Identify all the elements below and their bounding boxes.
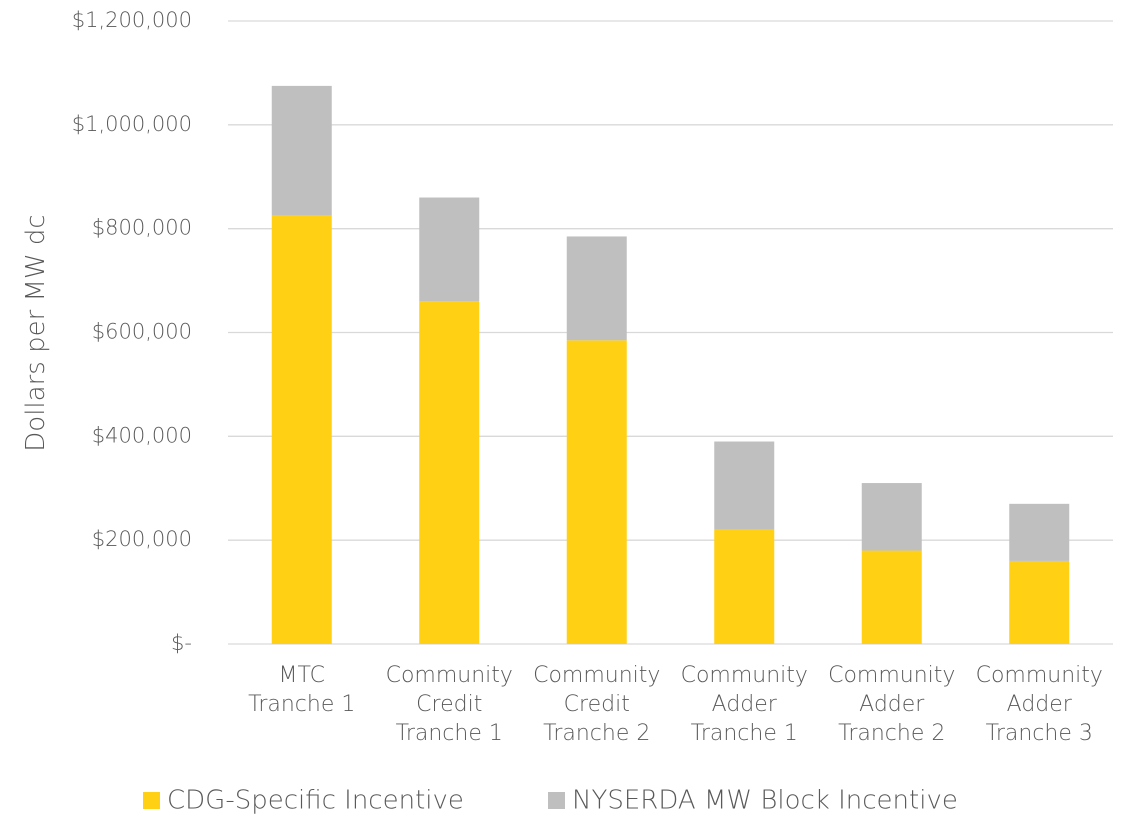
bar-segment bbox=[271, 85, 332, 216]
legend-label: CDG-Specific Incentive bbox=[167, 786, 464, 816]
y-tick-label: $200,000 bbox=[92, 527, 192, 551]
bar-segment bbox=[419, 301, 480, 644]
x-tick-label: Community Adder Tranche 2 bbox=[828, 663, 955, 746]
bar-segment bbox=[714, 441, 775, 530]
x-tick-label-line: Community bbox=[681, 663, 808, 688]
bar-segment bbox=[714, 529, 775, 644]
x-tick-label-line: Tranche 1 bbox=[396, 721, 503, 746]
y-tick-label: $400,000 bbox=[92, 423, 192, 447]
bar-segment bbox=[1009, 560, 1070, 644]
x-tick-label-line: MTC bbox=[279, 663, 326, 688]
x-tick-label-line: Adder bbox=[859, 692, 925, 717]
x-tick-label: MTC Tranche 1 bbox=[248, 663, 355, 717]
legend-label: NYSERDA MW Block Incentive bbox=[572, 786, 958, 816]
bar-segment bbox=[566, 340, 627, 644]
legend-swatch bbox=[548, 792, 565, 809]
x-tick-label-line: Tranche 2 bbox=[838, 721, 945, 746]
y-tick-label: $600,000 bbox=[92, 320, 192, 344]
x-tick-label-line: Adder bbox=[712, 692, 778, 717]
bar-segment bbox=[861, 483, 922, 551]
bar-segment bbox=[419, 197, 480, 302]
x-tick-label-line: Tranche 1 bbox=[248, 692, 355, 717]
x-tick-label-line: Community bbox=[386, 663, 513, 688]
x-tick-label-line: Credit bbox=[416, 692, 482, 717]
x-tick-label: Community Adder Tranche 3 bbox=[976, 663, 1103, 746]
x-tick-label-line: Community bbox=[976, 663, 1103, 688]
x-tick-label-line: Adder bbox=[1007, 692, 1073, 717]
y-axis-label: Dollars per MW dc bbox=[21, 214, 51, 451]
x-tick-label-line: Community bbox=[828, 663, 955, 688]
bar-segment bbox=[271, 215, 332, 644]
x-tick-label: Community Adder Tranche 1 bbox=[681, 663, 808, 746]
legend-swatch bbox=[143, 792, 160, 809]
x-tick-label: Community Credit Tranche 1 bbox=[386, 663, 513, 746]
x-tick-label-line: Community bbox=[533, 663, 660, 688]
x-tick-label-line: Tranche 1 bbox=[691, 721, 798, 746]
y-tick-label: $- bbox=[171, 631, 192, 655]
bar-segment bbox=[1009, 503, 1070, 561]
y-tick-label: $1,200,000 bbox=[72, 8, 192, 32]
y-tick-label: $1,000,000 bbox=[72, 112, 192, 136]
x-tick-label-line: Tranche 3 bbox=[986, 721, 1093, 746]
x-tick-label-line: Credit bbox=[564, 692, 630, 717]
bar-segment bbox=[566, 236, 627, 341]
y-tick-label: $800,000 bbox=[92, 216, 192, 240]
x-tick-label-line: Tranche 2 bbox=[543, 721, 650, 746]
bar-segment bbox=[861, 550, 922, 644]
x-tick-label: Community Credit Tranche 2 bbox=[533, 663, 660, 746]
